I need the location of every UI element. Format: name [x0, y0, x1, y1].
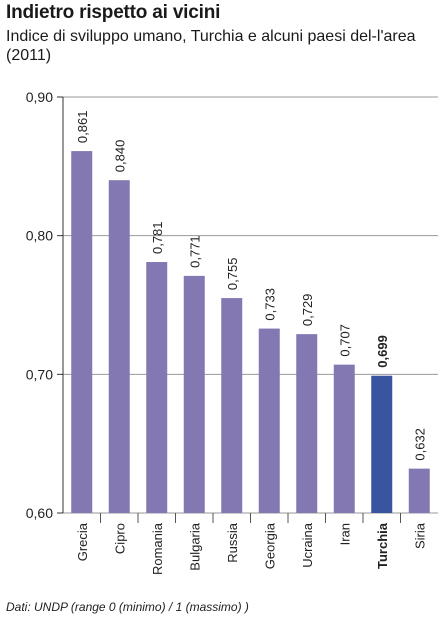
- category-label: Russia: [225, 522, 240, 563]
- category-label: Bulgaria: [187, 522, 202, 570]
- category-label: Romania: [150, 522, 165, 575]
- bar: [408, 468, 430, 513]
- value-label: 0,840: [112, 140, 127, 173]
- source-note: Dati: UNDP (range 0 (minimo) / 1 (massim…: [6, 600, 249, 614]
- value-label: 0,699: [375, 335, 390, 368]
- category-label: Cipro: [112, 523, 127, 554]
- y-tick-label: 0,60: [26, 505, 53, 521]
- y-tick-label: 0,70: [26, 366, 53, 382]
- value-label: 0,861: [75, 111, 90, 144]
- chart-title: Indietro rispetto ai vicini: [6, 2, 221, 23]
- bar: [371, 375, 393, 513]
- value-label: 0,729: [300, 294, 315, 327]
- value-label: 0,733: [262, 288, 277, 321]
- category-label: Turchia: [375, 522, 390, 569]
- value-label: 0,707: [337, 324, 352, 357]
- value-label: 0,755: [225, 258, 240, 291]
- chart-subtitle: Indice di sviluppo umano, Turchia e alcu…: [6, 28, 416, 64]
- bar: [146, 262, 168, 513]
- category-label: Iran: [337, 523, 352, 545]
- category-label: Georgia: [262, 522, 277, 569]
- category-label: Grecia: [75, 522, 90, 561]
- bar: [108, 180, 130, 513]
- category-label: Siria: [412, 522, 427, 549]
- value-label: 0,771: [187, 235, 202, 268]
- value-label: 0,781: [150, 221, 165, 254]
- bar: [183, 275, 205, 513]
- y-tick-label: 0,90: [26, 89, 53, 105]
- bar: [71, 151, 93, 513]
- category-label: Ucraina: [300, 522, 315, 568]
- bar: [333, 364, 355, 513]
- y-tick-label: 0,80: [26, 228, 53, 244]
- bar: [296, 334, 318, 513]
- bar: [221, 298, 243, 513]
- bar: [258, 328, 280, 513]
- value-label: 0,632: [412, 428, 427, 461]
